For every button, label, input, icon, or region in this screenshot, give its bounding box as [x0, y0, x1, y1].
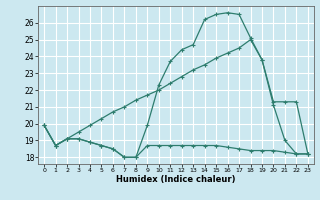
X-axis label: Humidex (Indice chaleur): Humidex (Indice chaleur) [116, 175, 236, 184]
